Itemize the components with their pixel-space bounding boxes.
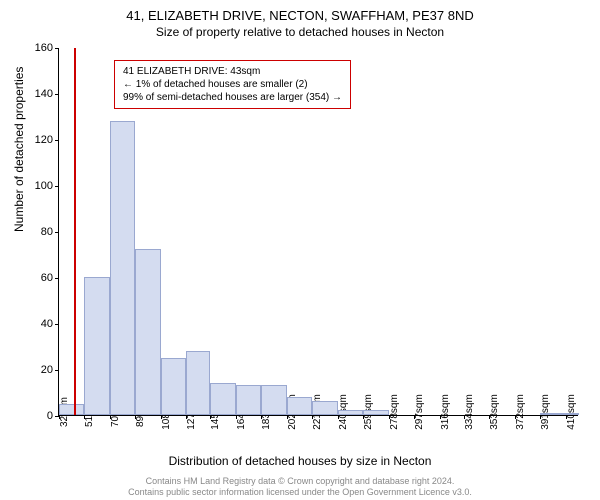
histogram-bar xyxy=(312,401,337,415)
histogram-bar xyxy=(59,404,84,416)
reference-line xyxy=(74,48,76,415)
y-tick-label: 0 xyxy=(27,410,53,422)
y-tick-mark xyxy=(55,94,59,95)
histogram-bar xyxy=(236,385,261,415)
y-tick-mark xyxy=(55,370,59,371)
page-title: 41, ELIZABETH DRIVE, NECTON, SWAFFHAM, P… xyxy=(0,0,600,23)
histogram-bar xyxy=(338,410,363,415)
histogram-bar xyxy=(84,277,109,415)
histogram-plot: 02040608010012014016032sqm51sqm70sqm89sq… xyxy=(58,48,578,416)
x-tick-label: 297sqm xyxy=(414,394,425,430)
footer-attribution: Contains HM Land Registry data © Crown c… xyxy=(0,476,600,498)
chart-area: 02040608010012014016032sqm51sqm70sqm89sq… xyxy=(58,48,578,416)
y-tick-label: 100 xyxy=(27,180,53,192)
x-tick-label: 334sqm xyxy=(464,394,475,430)
x-tick-label: 278sqm xyxy=(389,394,400,430)
footer-line-1: Contains HM Land Registry data © Crown c… xyxy=(10,476,590,487)
y-tick-label: 80 xyxy=(27,226,53,238)
x-tick-label: 316sqm xyxy=(440,394,451,430)
info-box-line: ← 1% of detached houses are smaller (2) xyxy=(123,78,342,91)
y-tick-mark xyxy=(55,186,59,187)
y-tick-mark xyxy=(55,232,59,233)
x-tick-label: 372sqm xyxy=(515,394,526,430)
y-tick-mark xyxy=(55,48,59,49)
y-tick-label: 20 xyxy=(27,364,53,376)
y-tick-label: 60 xyxy=(27,272,53,284)
y-tick-label: 40 xyxy=(27,318,53,330)
footer-line-2: Contains public sector information licen… xyxy=(10,487,590,498)
histogram-bar xyxy=(161,358,186,416)
y-tick-mark xyxy=(55,278,59,279)
histogram-bar xyxy=(287,397,312,415)
page-subtitle: Size of property relative to detached ho… xyxy=(0,23,600,39)
y-tick-label: 120 xyxy=(27,134,53,146)
histogram-bar xyxy=(135,249,160,415)
x-axis-label: Distribution of detached houses by size … xyxy=(0,454,600,468)
x-tick-label: 353sqm xyxy=(489,394,500,430)
y-tick-label: 140 xyxy=(27,88,53,100)
histogram-bar xyxy=(110,121,135,415)
histogram-bar xyxy=(540,413,579,415)
histogram-bar xyxy=(363,410,388,415)
y-axis-label: Number of detached properties xyxy=(12,67,26,232)
histogram-bar xyxy=(186,351,210,415)
info-box-line: 41 ELIZABETH DRIVE: 43sqm xyxy=(123,65,342,78)
info-box: 41 ELIZABETH DRIVE: 43sqm← 1% of detache… xyxy=(114,60,351,109)
y-tick-label: 160 xyxy=(27,42,53,54)
y-tick-mark xyxy=(55,324,59,325)
histogram-bar xyxy=(210,383,235,415)
info-box-line: 99% of semi-detached houses are larger (… xyxy=(123,91,342,104)
histogram-bar xyxy=(261,385,286,415)
y-tick-mark xyxy=(55,140,59,141)
